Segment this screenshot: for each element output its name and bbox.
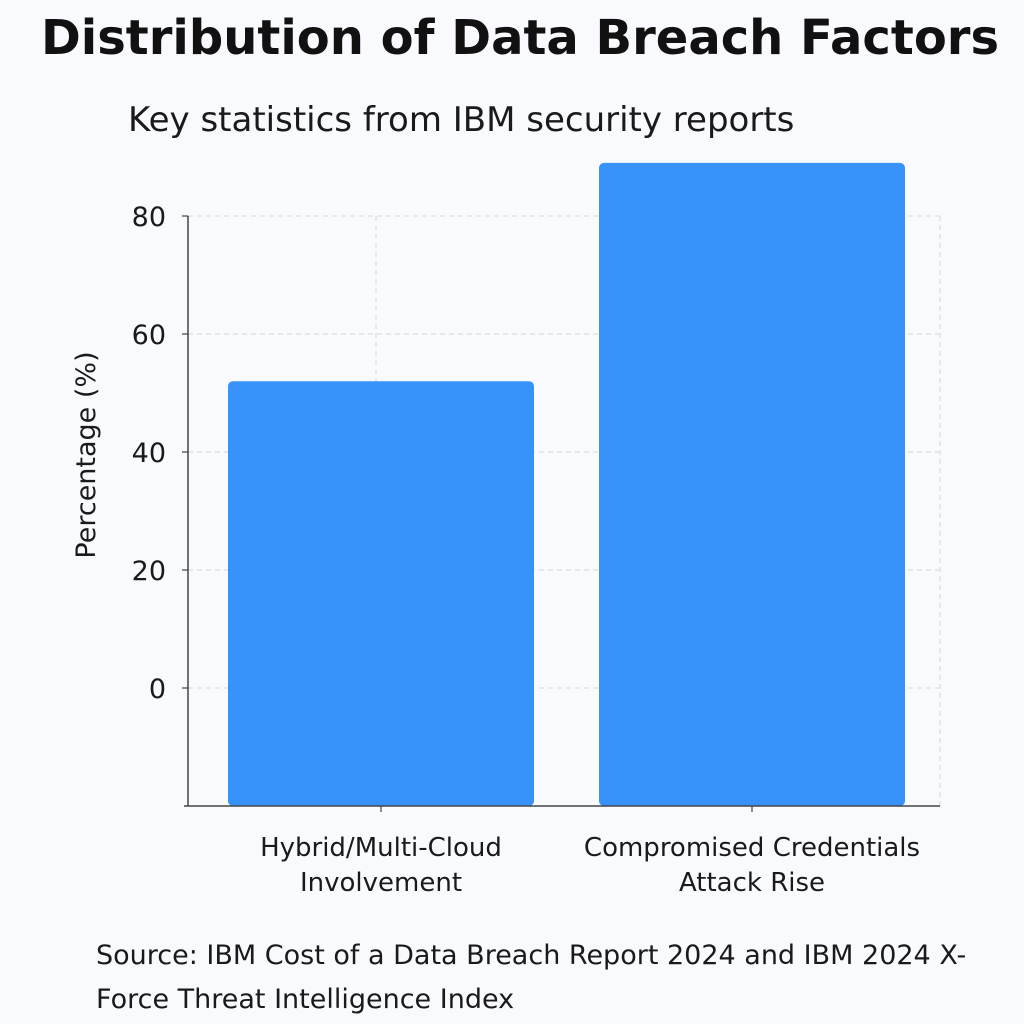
axes: [184, 216, 940, 807]
chart-title: Distribution of Data Breach Factors: [40, 10, 1000, 66]
bar: [599, 162, 905, 806]
y-axis-label: Percentage (%): [71, 351, 102, 558]
x-tick-label: Compromised Credentials: [584, 833, 920, 863]
bars: [228, 162, 905, 806]
tick-labels: 80 60 40 20 0 Hybrid/Multi-Cloud Involvement Co…: [132, 202, 920, 898]
x-tick-label: Involvement: [300, 868, 462, 898]
y-tick-label: 60: [132, 320, 166, 351]
y-tick-label: 20: [132, 556, 166, 587]
y-tick-label: 80: [132, 202, 166, 233]
source-note: Source: IBM Cost of a Data Breach Report…: [96, 940, 967, 1015]
bar: [228, 381, 534, 806]
y-tick-label: 40: [132, 438, 166, 469]
grid-lines: [182, 215, 941, 806]
x-tick-label: Hybrid/Multi-Cloud: [260, 833, 502, 863]
y-tick-label: 0: [149, 674, 166, 705]
x-tick-label: Attack Rise: [679, 868, 825, 898]
chart-subtitle: Key statistics from IBM security reports: [128, 100, 795, 140]
